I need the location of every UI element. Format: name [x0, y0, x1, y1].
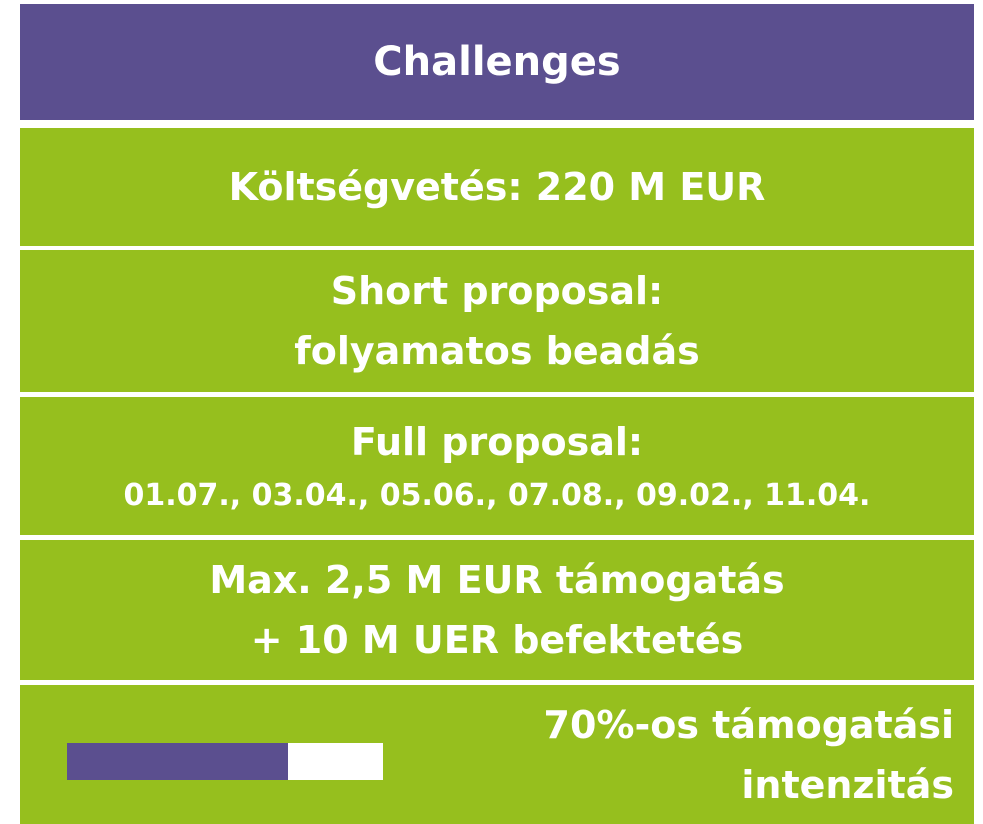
row-text: folyamatos beadás	[294, 329, 700, 373]
header: Challenges	[20, 4, 974, 120]
budget-row: Költségvetés: 220 M EUR	[20, 128, 974, 246]
funding-row: Max. 2,5 M EUR támogatás + 10 M UER befe…	[20, 540, 974, 680]
row-text: Full proposal:	[350, 420, 644, 464]
deadline-dates: 01.07., 03.04., 05.06., 07.08., 09.02., …	[123, 478, 871, 513]
short-proposal-row: Short proposal: folyamatos beadás	[20, 250, 974, 392]
header-title: Challenges	[373, 39, 621, 85]
intensity-bar-track	[67, 743, 383, 780]
row-text: Short proposal:	[330, 269, 664, 313]
row-text: + 10 M UER befektetés	[250, 618, 744, 662]
intensity-bar-fill	[67, 743, 289, 780]
row-text: Max. 2,5 M EUR támogatás	[209, 558, 785, 602]
row-text: 70%-os támogatási	[543, 702, 955, 747]
row-text: intenzitás	[741, 762, 954, 807]
row-text: Költségvetés: 220 M EUR	[228, 165, 766, 209]
full-proposal-row: Full proposal: 01.07., 03.04., 05.06., 0…	[20, 397, 974, 535]
